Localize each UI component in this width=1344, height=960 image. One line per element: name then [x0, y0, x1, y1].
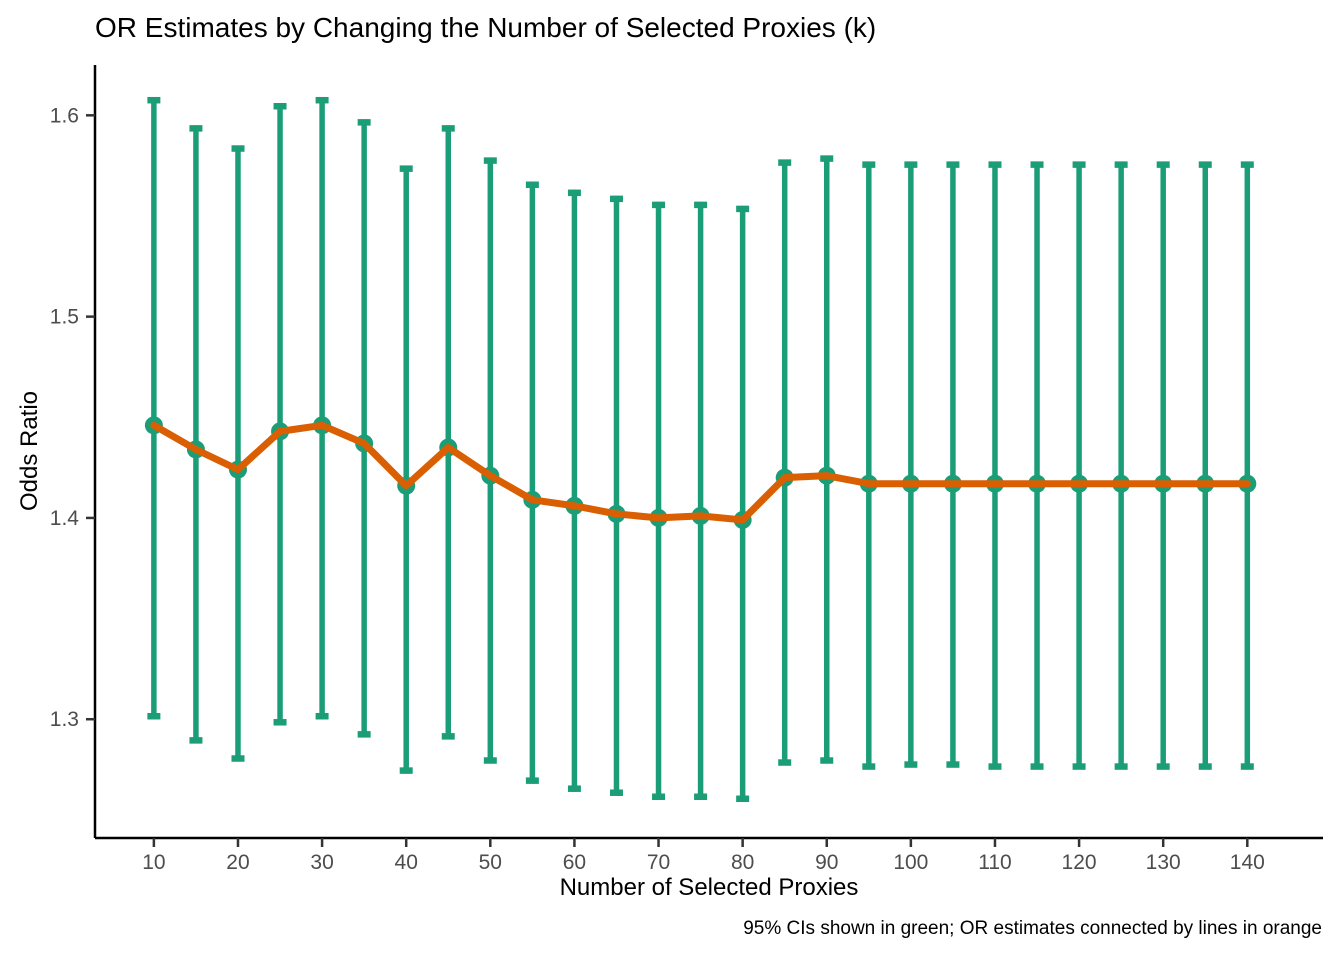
x-axis-label: Number of Selected Proxies	[559, 874, 859, 901]
x-tick-label: 100	[893, 851, 928, 874]
y-tick-label: 1.5	[50, 306, 79, 329]
y-tick-label: 1.4	[50, 507, 80, 530]
x-tick-label: 110	[978, 851, 1011, 874]
x-tick-label: 10	[142, 851, 165, 874]
or-line	[150, 421, 1251, 524]
x-tick-label: 120	[1062, 851, 1097, 874]
y-tick-label: 1.6	[50, 104, 79, 127]
x-tick-label: 140	[1230, 851, 1265, 874]
y-tick-label: 1.3	[50, 708, 79, 731]
x-tick-label: 90	[815, 851, 838, 874]
x-tick-label: 20	[226, 851, 249, 874]
x-tick-label: 130	[1146, 851, 1181, 874]
chart-caption: 95% CIs shown in green; OR estimates con…	[743, 918, 1322, 939]
x-tick-label: 60	[563, 851, 586, 874]
chart-title: OR Estimates by Changing the Number of S…	[95, 12, 877, 43]
x-tick-label: 70	[647, 851, 670, 874]
x-tick-label: 50	[479, 851, 502, 874]
x-tick-label: 80	[731, 851, 754, 874]
x-tick-label: 40	[395, 851, 418, 874]
x-tick-label: 30	[310, 851, 333, 874]
